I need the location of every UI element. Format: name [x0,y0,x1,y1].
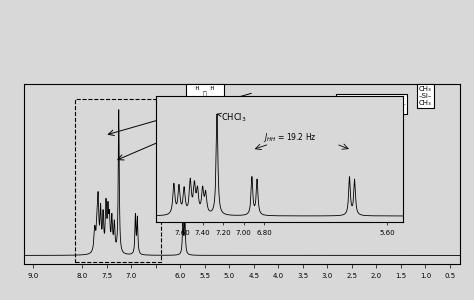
Text: ⇒: ⇒ [205,190,219,208]
Text: H   H  
    ⬡    
  H   H: H H ⬡ H H [188,86,222,103]
Text: $J_{HH}$ = 19.2 Hz: $J_{HH}$ = 19.2 Hz [263,131,317,144]
Text: CH₃
–Si–
CH₃: CH₃ –Si– CH₃ [419,86,432,106]
Text: H   H H   H
  –Si–        –Si–
H   H H   H: H H H H –Si– –Si– H H H H [338,96,405,112]
Text: CHCl$_3$: CHCl$_3$ [218,111,246,124]
Bar [75,99,161,262]
